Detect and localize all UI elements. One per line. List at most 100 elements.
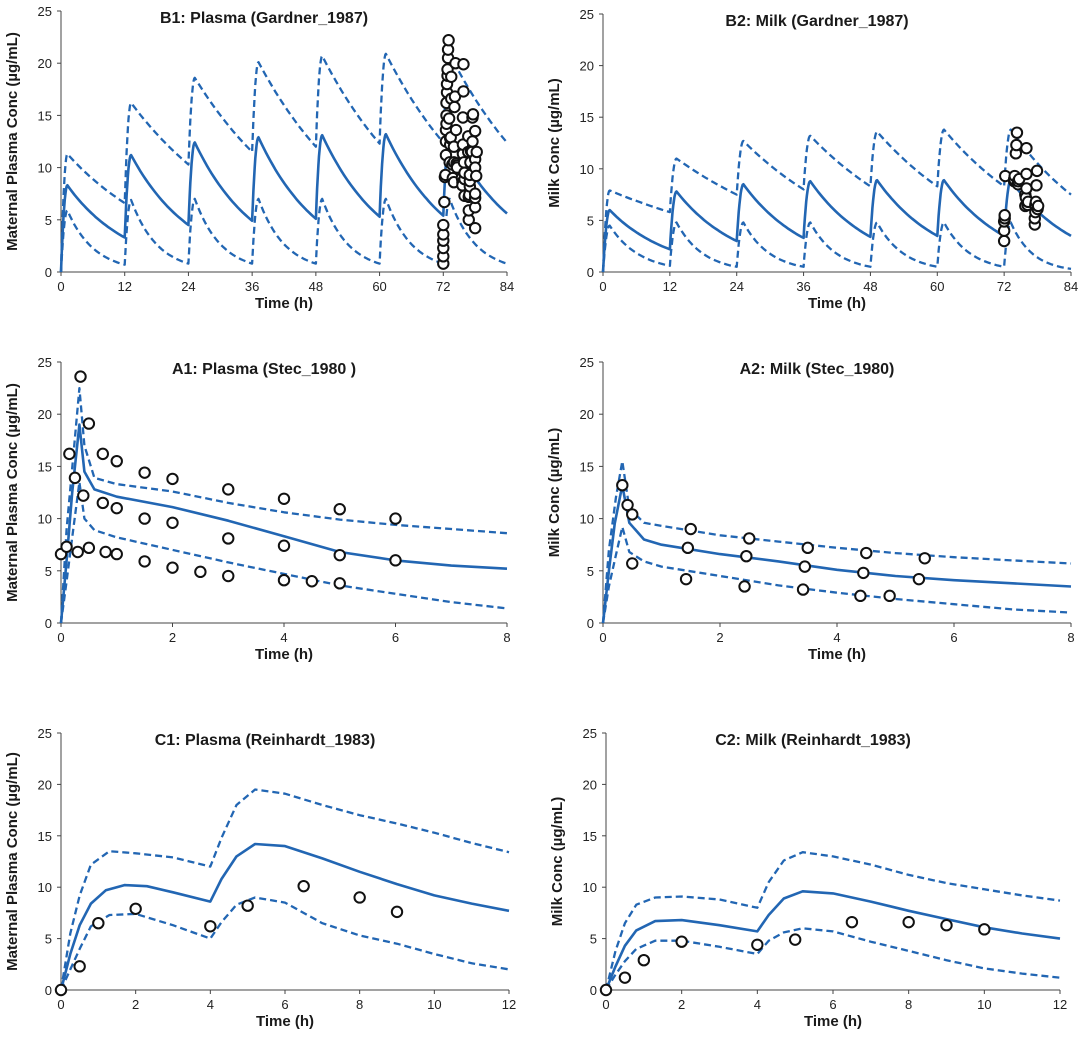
chart-a2-observed-point <box>621 498 634 512</box>
chart-b1-series-p5 <box>59 197 508 273</box>
chart-c2-y-label: Milk Conc (µg/mL) <box>549 797 566 926</box>
chart-c1-series-p95 <box>59 788 510 991</box>
chart-c2-observed-point <box>751 938 764 951</box>
chart-a1-series-p95 <box>59 386 508 624</box>
chart-a2-observed-point <box>740 549 753 563</box>
chart-b1-series-median <box>59 132 508 273</box>
chart-b1-observed-point <box>437 218 450 232</box>
chart-a1: 0 5 10 15 20 25 0 2 4 6 8 A1: Plasma (Stec_1980 ) Ti… <box>4 355 511 663</box>
chart-b1-observed-point <box>468 187 482 200</box>
chart-b2-observed-point <box>1030 179 1043 192</box>
chart-c2-title: C2: Milk (Reinhardt_1983) <box>715 732 911 749</box>
chart-a2-y-tick-label: 25 <box>580 355 594 370</box>
chart-a1-observed-point <box>333 548 346 562</box>
chart-a1-observed-point <box>82 541 96 555</box>
chart-c1-y-tick-label: 15 <box>38 829 52 844</box>
chart-b1-x-tick-label: 36 <box>245 279 259 294</box>
chart-b1-observed-point <box>445 70 458 83</box>
chart-a2-observed-point <box>801 541 814 555</box>
chart-a1-observed-point <box>277 539 291 552</box>
chart-b2-y-tick-label: 25 <box>580 7 594 22</box>
chart-c1-y-tick-label: 5 <box>45 932 52 947</box>
chart-c1-observed-point <box>204 920 217 933</box>
chart-a1-observed-point <box>389 512 402 525</box>
chart-b2-observed-point <box>1010 126 1024 139</box>
chart-a1-observed-point <box>60 540 73 553</box>
chart-a1-observed-point <box>68 471 82 485</box>
chart-c1-observed-point <box>73 960 86 973</box>
chart-b2-x-tick-label: 24 <box>729 279 743 294</box>
chart-b2-x-label: Time (h) <box>808 295 866 312</box>
chart-c2-y-tick-label: 15 <box>583 829 597 844</box>
chart-a1-observed-point <box>194 565 207 579</box>
chart-b1-observed-point <box>457 85 470 98</box>
chart-b2-y-tick-label: 15 <box>580 110 594 125</box>
chart-a1-observed-point <box>333 503 346 516</box>
chart-a1-observed-point <box>166 516 179 529</box>
chart-b2-observed-point <box>1030 164 1044 178</box>
chart-c1-observed-point <box>92 916 105 930</box>
chart-b1-y-tick-label: 20 <box>38 56 52 71</box>
chart-b2-x-tick-label: 36 <box>796 279 810 294</box>
chart-b2-observed-point <box>1020 167 1033 181</box>
chart-a1-observed-point <box>138 466 151 479</box>
chart-a1-y-tick-label: 25 <box>38 355 52 370</box>
chart-a1-observed-point <box>110 454 123 468</box>
chart-c2-observed-point <box>845 915 859 929</box>
chart-c1-x-tick-label: 12 <box>502 997 516 1012</box>
chart-a2-observed-point <box>626 508 639 521</box>
chart-b1-title: B1: Plasma (Gardner_1987) <box>160 10 368 27</box>
chart-a1-observed-point <box>277 573 291 587</box>
chart-a2-observed-point <box>796 583 810 596</box>
chart-a2-observed-point <box>681 541 695 555</box>
chart-a2-observed-point <box>679 572 693 586</box>
chart-a1-y-tick-label: 0 <box>45 616 52 631</box>
chart-c1-observed-point <box>129 902 142 915</box>
chart-b1-observed-point <box>448 100 461 114</box>
chart-a2-y-label: Milk Conc (µg/mL) <box>546 428 563 557</box>
chart-b2-y-tick-label: 5 <box>587 213 594 228</box>
chart-c2-observed-point <box>902 915 915 929</box>
chart-b1-x-tick-label: 0 <box>57 279 64 294</box>
chart-a2-x-tick-label: 4 <box>833 630 840 645</box>
chart-a1-y-tick-label: 5 <box>45 564 52 579</box>
chart-a1-observed-point <box>63 447 76 461</box>
chart-b1-observed-point <box>457 58 470 71</box>
chart-a1-observed-point <box>138 555 151 568</box>
chart-a1-observed-point <box>222 483 235 496</box>
chart-c2-observed-point <box>599 983 613 997</box>
chart-c1-y-tick-label: 0 <box>45 983 52 998</box>
chart-b2-observed-point <box>997 234 1011 248</box>
chart-a1-x-tick-label: 0 <box>57 630 64 645</box>
chart-c2-observed-point <box>618 971 632 984</box>
chart-a2-observed-point <box>857 566 870 580</box>
chart-c2-x-tick-label: 2 <box>678 997 685 1012</box>
chart-c1-x-tick-label: 4 <box>207 997 214 1012</box>
chart-c1-series-median <box>59 842 510 991</box>
chart-b2-observed-point <box>1031 199 1045 213</box>
chart-c2: 0 5 10 15 20 25 0 2 4 6 8 10 12 C2: Milk (Reinhardt_1… <box>549 726 1067 1030</box>
chart-b1-x-tick-label: 12 <box>117 279 131 294</box>
chart-a2-observed-point <box>883 589 896 603</box>
chart-a2-x-tick-label: 8 <box>1067 630 1074 645</box>
chart-b1-x-label: Time (h) <box>255 295 313 312</box>
chart-b1-observed-point <box>449 123 463 137</box>
chart-c2-series-p95 <box>604 851 1061 991</box>
chart-b1-y-tick-label: 15 <box>38 108 52 123</box>
chart-b2-y-label: Milk Conc (µg/mL) <box>546 78 563 207</box>
chart-b2-series-median <box>601 178 1072 273</box>
chart-a1-y-label: Maternal Plasma Conc (µg/mL) <box>4 383 21 602</box>
chart-a2-observed-point <box>743 532 756 545</box>
chart-a2-y-tick-label: 10 <box>580 512 594 527</box>
chart-b1-x-tick-label: 60 <box>372 279 386 294</box>
chart-c1-x-tick-label: 2 <box>132 997 139 1012</box>
chart-c1-x-tick-label: 8 <box>356 997 363 1012</box>
chart-c2-x-tick-label: 6 <box>829 997 836 1012</box>
chart-b1-x-tick-label: 24 <box>181 279 195 294</box>
chart-c2-observed-point <box>675 935 688 948</box>
chart-c1-observed-point <box>241 899 254 912</box>
chart-c1: 0 5 10 15 20 25 0 2 4 6 8 10 12 C1: Plasma (Reinhardt… <box>4 726 516 1030</box>
chart-a2-x-tick-label: 6 <box>950 630 957 645</box>
chart-a1-observed-point <box>138 512 151 525</box>
